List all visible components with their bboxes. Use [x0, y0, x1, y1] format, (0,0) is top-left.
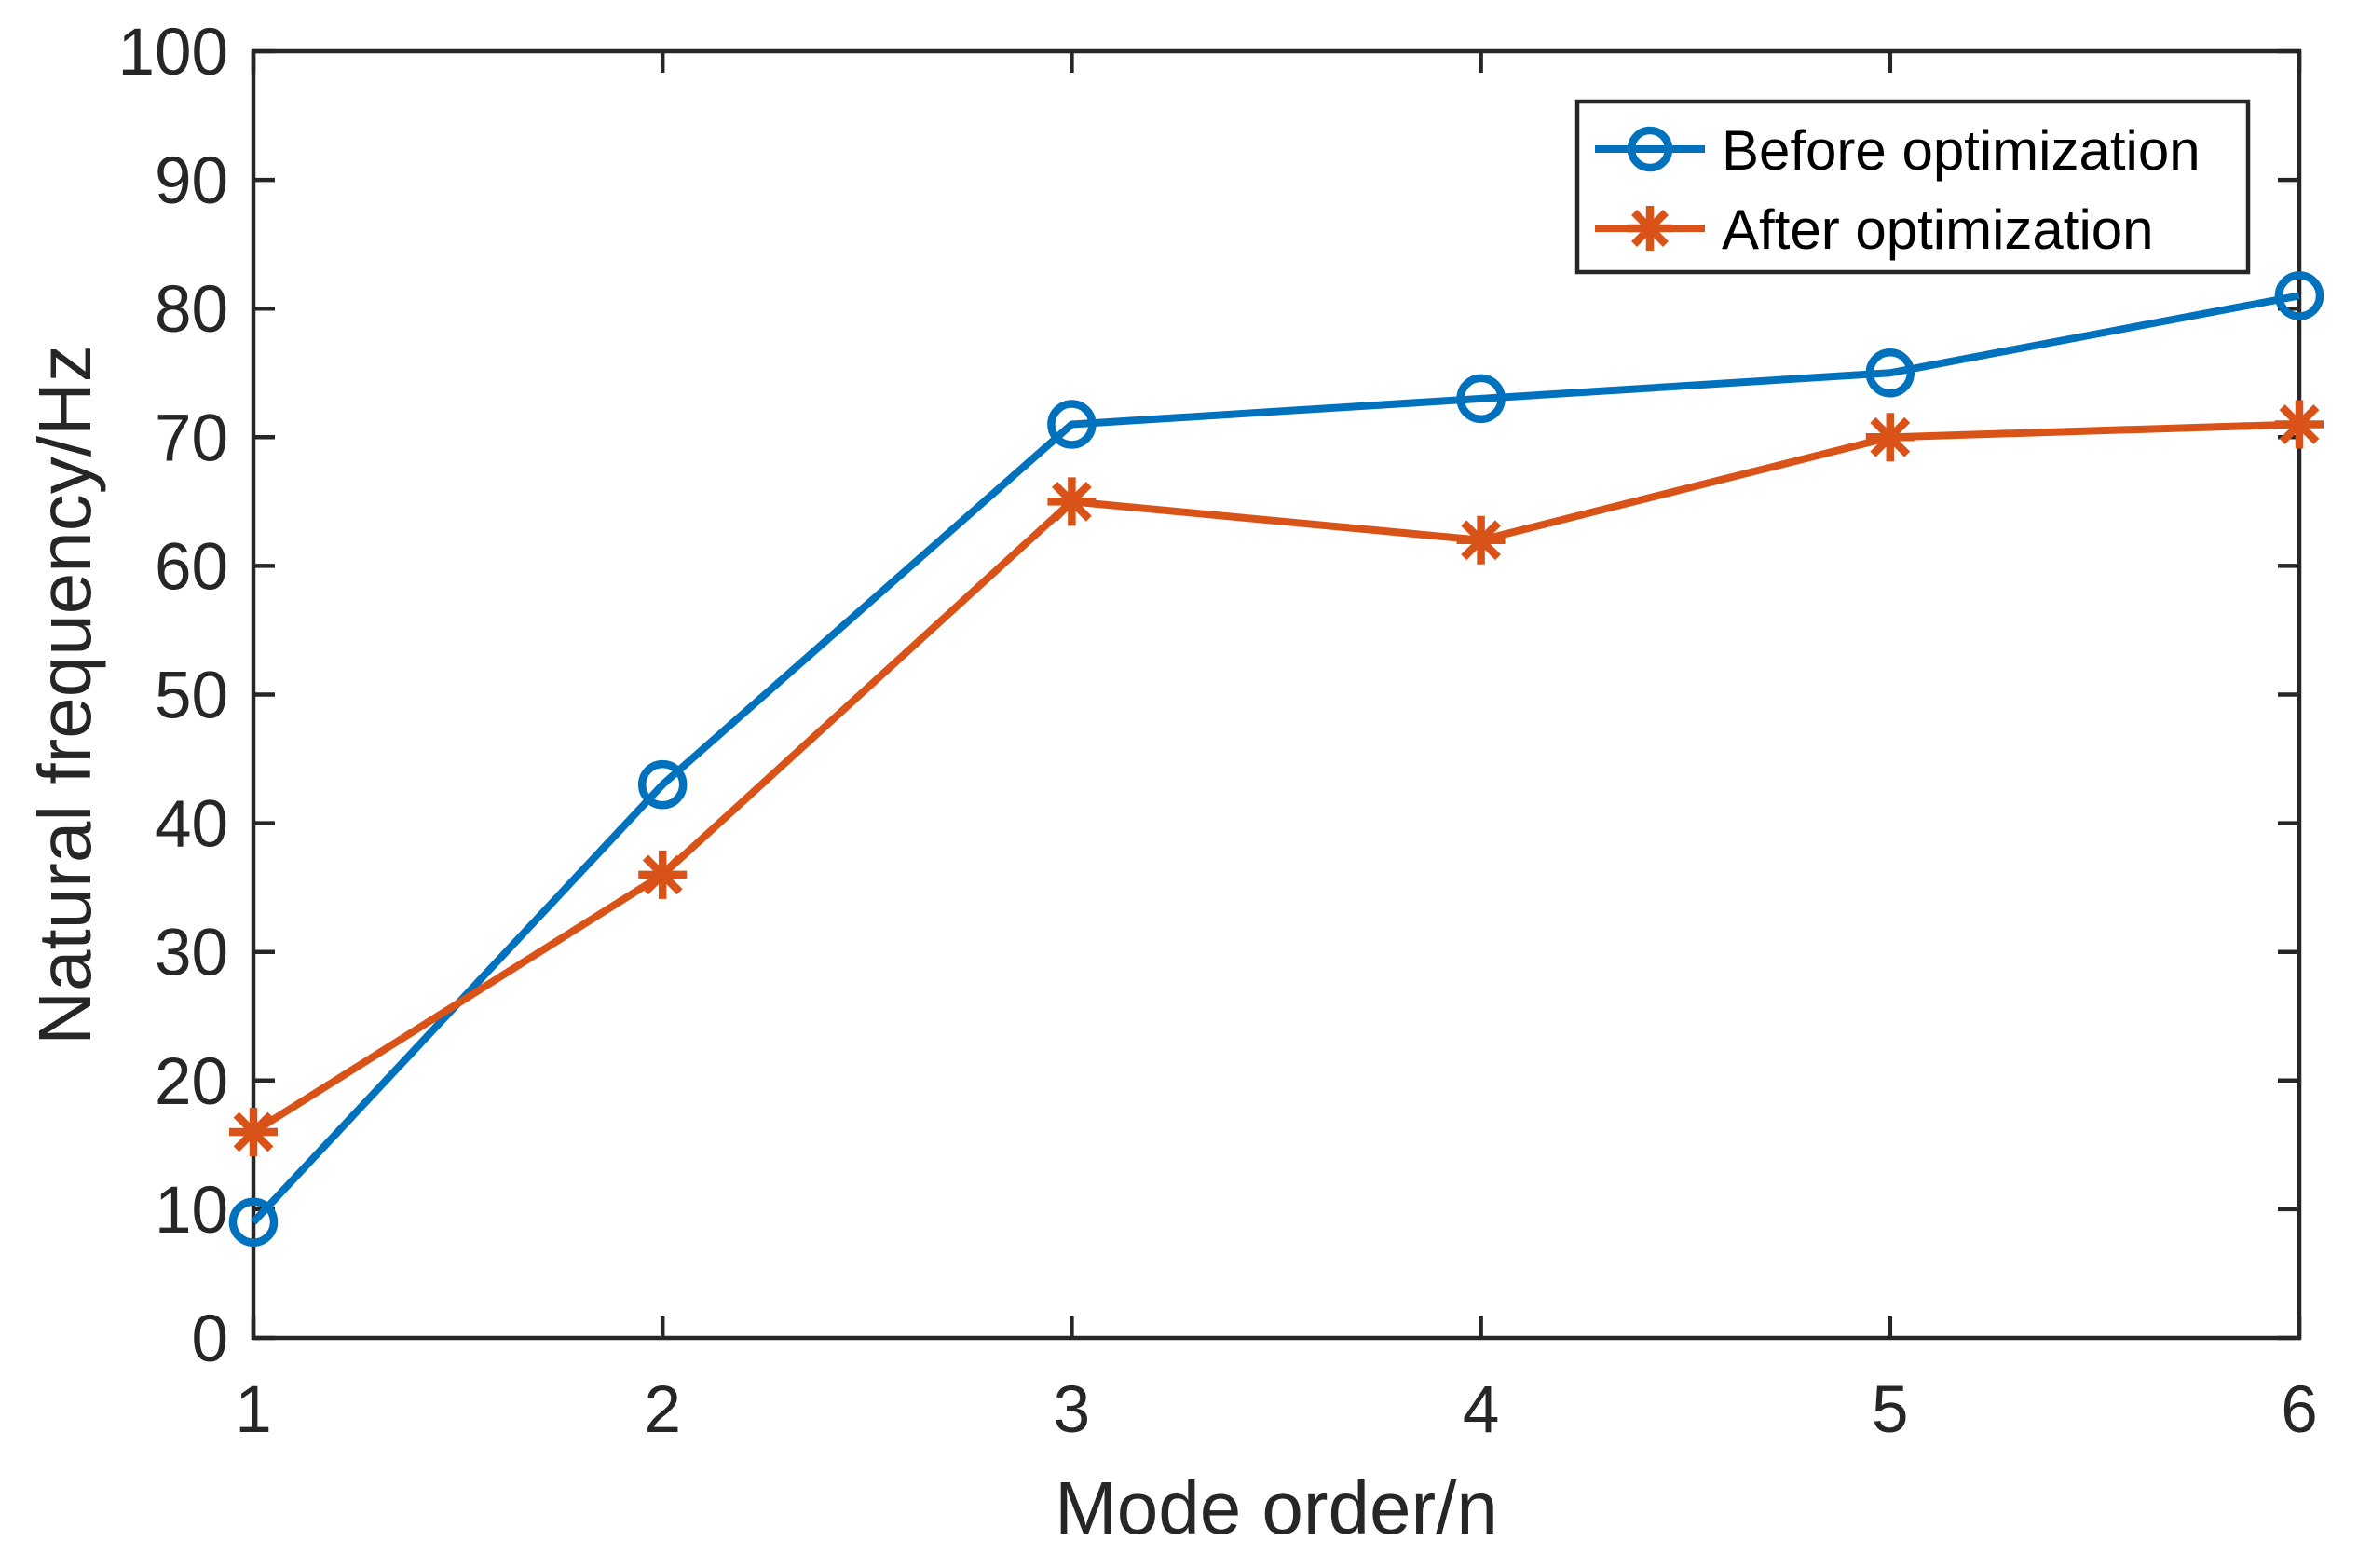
y-tick-label: 80 [155, 273, 228, 347]
asterisk-arm [1461, 520, 1501, 561]
y-tick-label: 20 [155, 1045, 228, 1119]
plot-box-border [251, 48, 2302, 1341]
y-tick-label: 60 [155, 530, 228, 604]
circle-marker [2274, 271, 2324, 320]
legend-samples [1595, 126, 1705, 251]
y-tick-label: 70 [155, 402, 228, 475]
circle-marker [1456, 374, 1506, 424]
x-tick-label: 5 [1872, 1373, 1909, 1447]
asterisk-arm [233, 1111, 274, 1152]
y-tick-label: 10 [155, 1174, 228, 1248]
series-line-after-optimization [251, 420, 2300, 1136]
x-tick-label: 1 [235, 1373, 272, 1447]
y-tick-label: 30 [155, 917, 228, 990]
asterisk-marker [229, 1108, 278, 1157]
series-line-before-optimization [251, 292, 2300, 1225]
asterisk-arm [1870, 416, 1911, 457]
asterisk-marker [1865, 413, 1915, 462]
asterisk-marker [638, 850, 688, 899]
circle-marker [637, 759, 688, 810]
circle-marker [1047, 400, 1097, 449]
asterisk-arm [642, 854, 683, 895]
y-axis-label: Natural frequency/Hz [23, 345, 106, 1044]
x-tick-label: 2 [644, 1373, 681, 1447]
x-tick-label: 4 [1463, 1373, 1500, 1447]
y-tick-label: 0 [192, 1302, 229, 1376]
asterisk-marker [2275, 400, 2324, 449]
asterisk-marker [1047, 477, 1097, 526]
asterisk-arm [1052, 481, 1092, 522]
y-tick-label: 90 [155, 144, 228, 218]
asterisk-arm [1631, 210, 1669, 247]
x-tick-label: 3 [1054, 1373, 1091, 1447]
legend-entry-before-optimization: Before optimization [1722, 119, 2201, 182]
y-tick-label: 50 [155, 660, 228, 733]
circle-marker [1865, 348, 1915, 398]
asterisk-marker [1456, 515, 1506, 565]
asterisk-arm [2279, 404, 2320, 444]
asterisk-marker [1628, 206, 1672, 251]
legend-entry-after-optimization: After optimization [1722, 198, 2154, 261]
legend-box [1574, 99, 2251, 275]
circle-marker [228, 1197, 279, 1247]
circle-marker [1627, 126, 1673, 172]
y-tick-label: 40 [155, 788, 228, 862]
x-axis-label: Mode order/n [1055, 1466, 1498, 1549]
y-tick-label: 100 [118, 16, 228, 89]
x-tick-label: 6 [2281, 1373, 2318, 1447]
legend: Before optimization After optimization [1574, 99, 2251, 275]
